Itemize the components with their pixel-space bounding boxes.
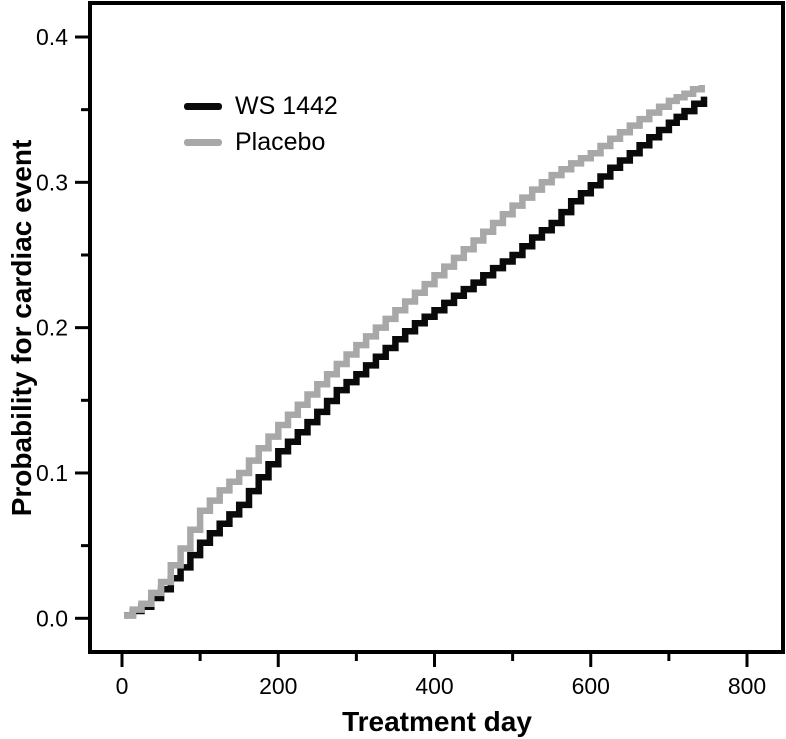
legend-item-ws1442: WS 1442 <box>184 93 338 120</box>
x-tick-label: 400 <box>415 673 453 699</box>
legend-label-ws1442: WS 1442 <box>235 92 338 120</box>
x-tick-label: 600 <box>572 673 610 699</box>
legend-swatch-ws1442-icon <box>184 103 222 110</box>
y-tick-label: 0.4 <box>36 24 68 50</box>
legend-label-placebo: Placebo <box>235 128 326 156</box>
y-tick-label: 0.1 <box>36 460 68 486</box>
x-axis-title: Treatment day <box>342 706 532 737</box>
y-tick-label: 0.3 <box>36 169 68 195</box>
y-tick-label: 0.2 <box>36 315 68 341</box>
legend-item-placebo: Placebo <box>184 129 338 156</box>
legend-swatch-placebo-icon <box>184 139 222 146</box>
curve-ws1442 <box>124 96 708 619</box>
x-tick-label: 0 <box>116 673 129 699</box>
y-tick-label: 0.0 <box>36 605 68 631</box>
x-tick-label: 200 <box>259 673 297 699</box>
legend: WS 1442 Placebo <box>184 93 338 156</box>
x-tick-label: 800 <box>728 673 766 699</box>
curve-placebo <box>124 85 705 619</box>
y-axis-title: Probability for cardiac event <box>6 139 37 517</box>
